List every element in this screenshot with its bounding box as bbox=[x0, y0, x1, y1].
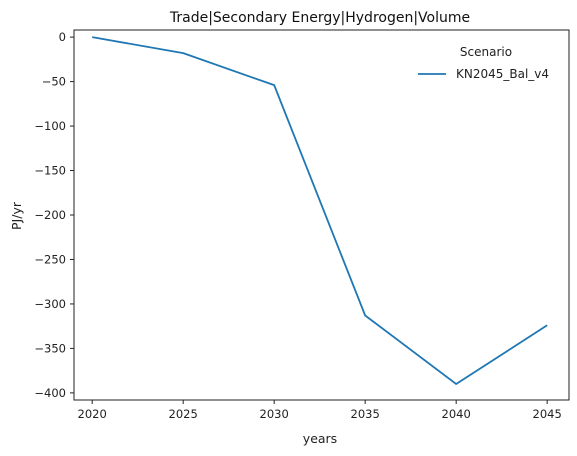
y-axis-label: PJ/yr bbox=[9, 201, 24, 230]
x-tick-label: 2020 bbox=[78, 407, 107, 421]
ticks: 2020 2025 2030 2035 2040 2045 0 −50 −100 −150 −200… bbox=[34, 30, 561, 421]
chart-title: Trade|Secondary Energy|Hydrogen|Volume bbox=[169, 10, 470, 26]
y-tick-label: −100 bbox=[34, 119, 66, 133]
plot-frame bbox=[73, 29, 570, 401]
legend-title: Scenario bbox=[460, 45, 512, 59]
x-tick-label: 2025 bbox=[169, 407, 198, 421]
y-tick-label: 0 bbox=[59, 30, 66, 44]
series-line-0 bbox=[92, 36, 548, 385]
y-tick-label: −400 bbox=[34, 386, 66, 400]
legend-entry-label: KN2045_Bal_v4 bbox=[456, 67, 549, 81]
y-tick-label: −250 bbox=[34, 252, 66, 266]
x-axis-label: years bbox=[303, 431, 337, 446]
legend: Scenario KN2045_Bal_v4 bbox=[418, 45, 549, 81]
x-tick-label: 2035 bbox=[351, 407, 380, 421]
series-group bbox=[92, 36, 548, 385]
x-tick-label: 2045 bbox=[533, 407, 562, 421]
y-tick-label: −50 bbox=[42, 75, 66, 89]
y-tick-label: −300 bbox=[34, 297, 66, 311]
y-tick-label: −150 bbox=[34, 164, 66, 178]
y-tick-label: −350 bbox=[34, 341, 66, 355]
x-tick-label: 2030 bbox=[260, 407, 289, 421]
y-tick-label: −200 bbox=[34, 208, 66, 222]
x-tick-label: 2040 bbox=[442, 407, 471, 421]
